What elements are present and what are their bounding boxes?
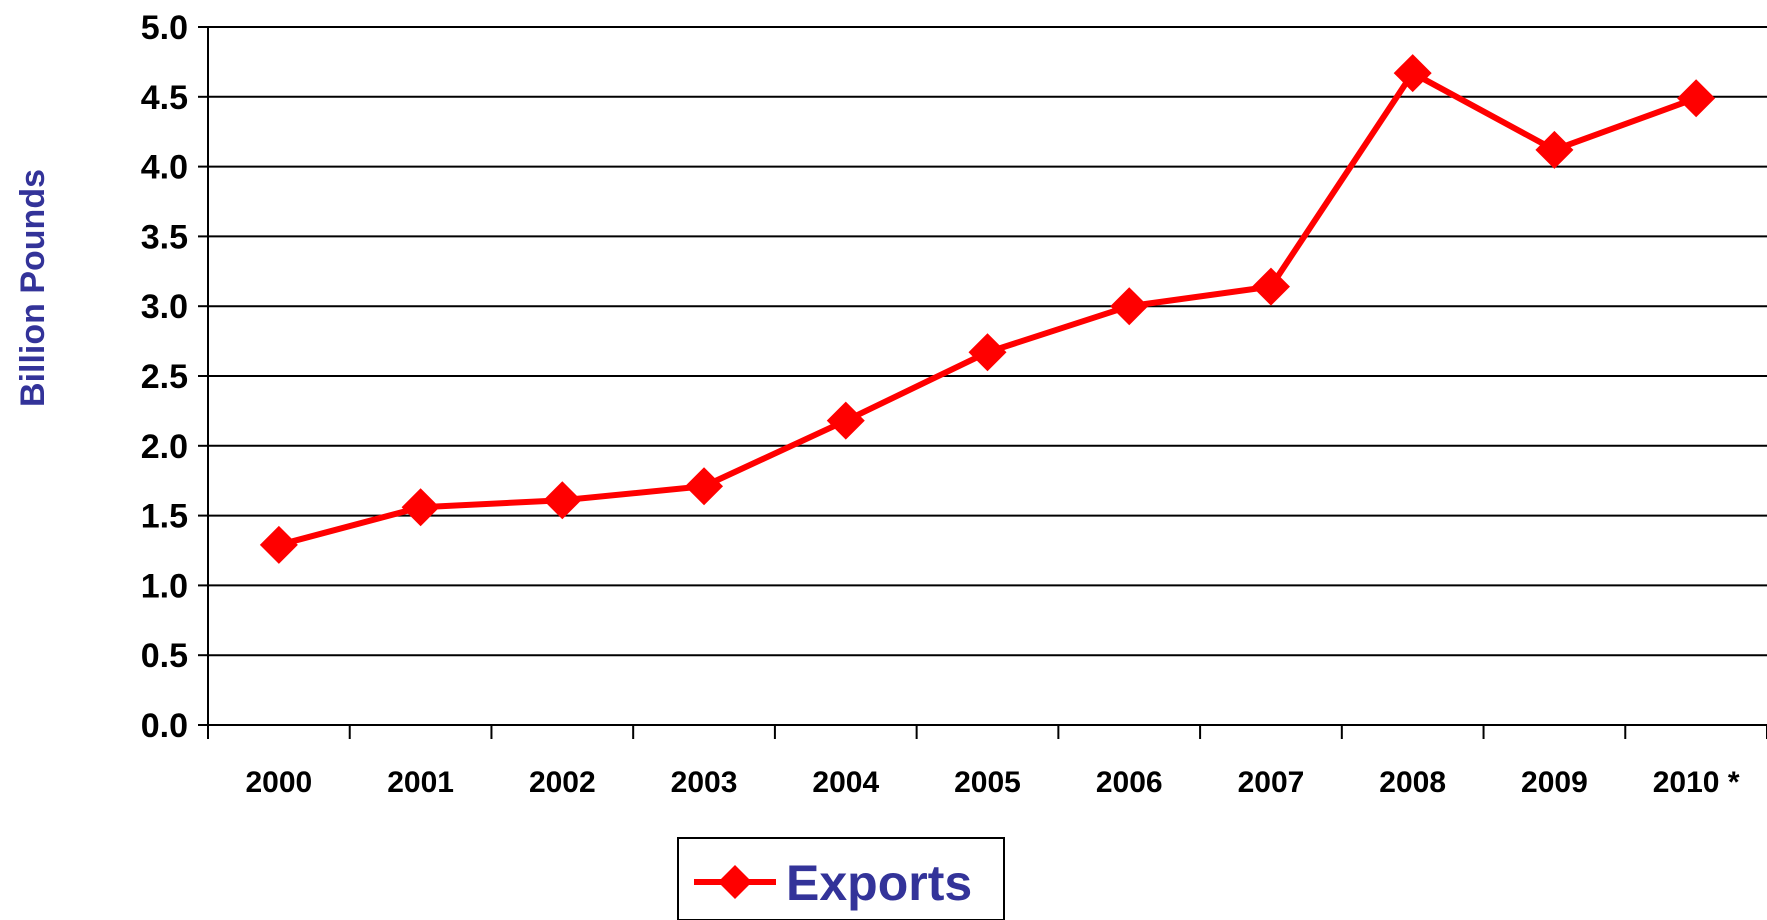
- series-line-exports: [278, 70, 1698, 548]
- x-tick-label-9: 2009: [1521, 766, 1588, 799]
- data-point-2007: [1251, 267, 1290, 306]
- y-tick-label-6: 3.0: [141, 288, 188, 326]
- data-point-2000: [259, 525, 298, 564]
- data-point-2009: [1535, 130, 1574, 169]
- data-point-2008: [1393, 54, 1432, 93]
- data-point-2004: [826, 401, 865, 440]
- y-axis-label: Billion Pounds: [14, 169, 52, 407]
- x-tick-labels: 2000 2001 2002 2003 2004 2005 2006 2007 2008 2009…: [245, 766, 1739, 799]
- legend-label-exports: Exports: [786, 855, 972, 911]
- x-tick-label-7: 2007: [1238, 766, 1305, 799]
- y-tick-label-8: 4.0: [141, 149, 188, 187]
- series-exports: [259, 54, 1716, 564]
- legend: Exports: [677, 837, 1005, 920]
- y-tick-label-5: 2.5: [141, 358, 188, 396]
- x-tick-label-1: 2001: [387, 766, 454, 799]
- x-tick-label-0: 2000: [245, 766, 312, 799]
- data-point-2005: [968, 333, 1007, 372]
- data-point-2006: [1110, 287, 1149, 326]
- data-point-2010: [1677, 79, 1716, 118]
- x-tick-label-3: 2003: [671, 766, 738, 799]
- y-tick-label-0: 0.0: [141, 707, 188, 745]
- y-tick-labels: 0.0 0.5 1.0 1.5 2.0 2.5 3.0 3.5 4.0 4.5 5.0: [141, 9, 188, 745]
- gridlines: [208, 26, 1767, 657]
- x-tick-label-8: 2008: [1379, 766, 1446, 799]
- x-tick-label-2: 2002: [529, 766, 596, 799]
- legend-diamond-marker-icon: [718, 865, 752, 899]
- x-tick-label-4: 2004: [812, 766, 879, 799]
- y-tick-label-1: 0.5: [141, 637, 188, 675]
- y-tick-label-10: 5.0: [141, 9, 188, 47]
- x-tick-label-5: 2005: [954, 766, 1021, 799]
- data-point-2002: [543, 481, 582, 520]
- y-tick-label-4: 2.0: [141, 428, 188, 466]
- data-point-2001: [401, 488, 440, 527]
- y-tick-label-2: 1.0: [141, 567, 188, 605]
- x-tick-label-10: 2010 *: [1653, 766, 1740, 799]
- y-tick-label-9: 4.5: [141, 79, 188, 117]
- y-tick-label-3: 1.5: [141, 498, 188, 536]
- y-tick-label-7: 3.5: [141, 218, 188, 256]
- axes: [198, 26, 1767, 739]
- data-point-2003: [685, 467, 724, 506]
- x-tick-label-6: 2006: [1096, 766, 1163, 799]
